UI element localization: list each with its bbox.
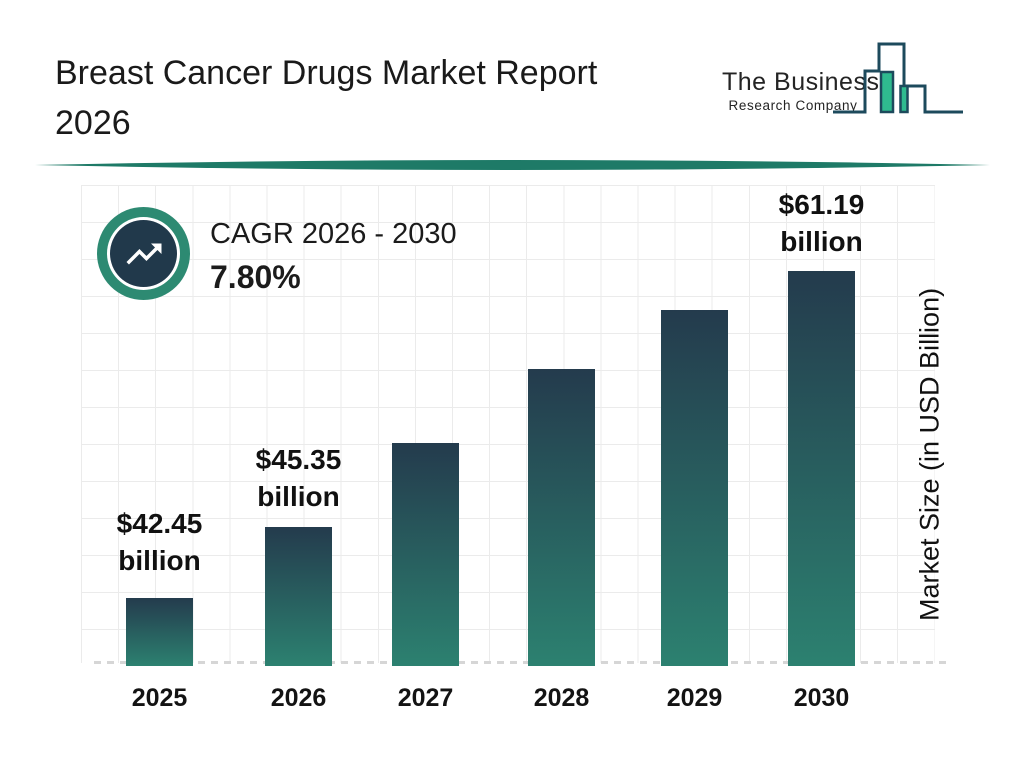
logo-name-line1: The Business — [722, 68, 880, 96]
bar-2025 — [126, 598, 193, 666]
page-title: Breast Cancer Drugs Market Report 2026 — [55, 48, 695, 148]
x-tick-2028: 2028 — [533, 684, 590, 712]
x-tick-2025: 2025 — [131, 684, 188, 712]
y-axis-label: Market Size (in USD Billion) — [914, 287, 945, 622]
bar-chart-skyline-icon — [833, 42, 963, 114]
cagr-badge — [110, 220, 177, 287]
bar-2029 — [661, 310, 728, 666]
cagr-value: 7.80% — [210, 259, 301, 295]
x-tick-2027: 2027 — [397, 684, 454, 712]
value-label-2025: $42.45 billion — [116, 508, 203, 576]
x-axis-baseline — [94, 661, 952, 664]
bar-2030 — [788, 271, 855, 666]
cagr-block: CAGR 2026 - 2030 7.80% — [210, 218, 457, 296]
logo-name-line2: Research Company — [728, 98, 858, 113]
trending-up-icon — [126, 243, 161, 264]
bar-2026 — [265, 527, 332, 666]
cagr-label: CAGR 2026 - 2030 — [210, 218, 457, 250]
bar-2027 — [392, 443, 459, 666]
bar-2028 — [528, 369, 595, 666]
x-tick-2026: 2026 — [270, 684, 327, 712]
header-divider — [35, 160, 990, 170]
company-logo-name: The Business Research Company — [722, 68, 880, 113]
company-logo: The Business Research Company — [722, 40, 992, 130]
x-tick-2029: 2029 — [666, 684, 723, 712]
x-tick-2030: 2030 — [793, 684, 850, 712]
value-label-2030: $61.19 billion — [778, 189, 865, 257]
page-title-line2: 2026 — [55, 104, 131, 142]
value-label-2026: $45.35 billion — [255, 444, 342, 512]
page-title-line1: Breast Cancer Drugs Market Report — [55, 54, 598, 92]
